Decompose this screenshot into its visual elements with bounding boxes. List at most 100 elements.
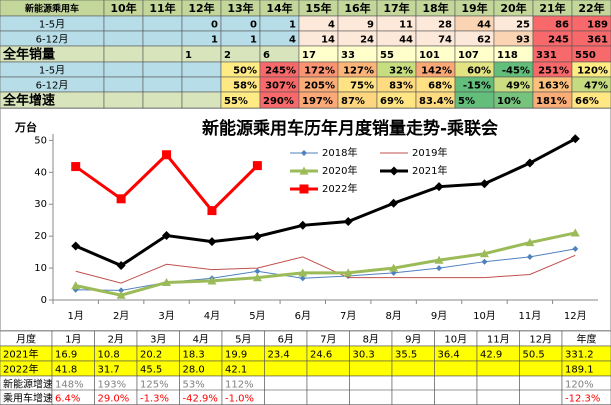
y-tick-label: 40: [34, 167, 47, 178]
cell-text: 49%: [506, 81, 530, 92]
cell-text: 20.2: [140, 350, 162, 361]
cell-text: 172%: [304, 66, 335, 77]
table-cell: [103, 30, 144, 47]
marker: [526, 253, 533, 260]
marker: [162, 231, 172, 241]
marker: [207, 237, 217, 247]
y-tick-label: 20: [34, 231, 47, 242]
x-tick-label: 11月: [519, 310, 542, 322]
cell-text: 10.8: [98, 350, 120, 361]
marker: [299, 275, 306, 282]
table-cell: [391, 389, 435, 405]
cell-text: 31.7: [98, 365, 120, 376]
marker: [570, 228, 580, 237]
cell-text: 42.1: [225, 365, 247, 376]
cell-text: 21年: [539, 1, 565, 15]
cell-text: 12月: [529, 334, 552, 346]
cell-text: 1: [185, 50, 192, 61]
cell-text: 24: [360, 35, 374, 46]
cell-text: 11月: [487, 334, 510, 346]
cell-text: 550: [575, 50, 596, 61]
marker: [162, 150, 172, 160]
marker: [436, 265, 443, 272]
table-cell: [103, 61, 144, 78]
marker: [118, 287, 125, 294]
cell-text: 290%: [263, 96, 294, 107]
table-cell: [142, 30, 183, 47]
cell-text: 142%: [421, 66, 452, 77]
cell-text: 28.0: [183, 365, 205, 376]
cell-text: 331.2: [565, 350, 594, 361]
cell-text: 8月: [363, 334, 379, 346]
table-cell: [264, 375, 308, 392]
cell-text: 19.9: [225, 350, 247, 361]
marker: [572, 245, 579, 252]
cell-text: 50.5: [523, 350, 545, 361]
table-cell: [571, 91, 611, 109]
cell-text: 66%: [575, 96, 599, 107]
x-tick-label: 4月: [204, 310, 220, 322]
marker: [252, 231, 262, 241]
cell-text: 60%: [467, 66, 491, 77]
cell-text: 1月: [65, 334, 81, 346]
cell-text: 50%: [233, 66, 257, 77]
table-cell: [103, 76, 144, 93]
cell-text: 163%: [538, 81, 569, 92]
table-cell: [391, 375, 435, 392]
table-cell: [103, 15, 144, 32]
cell-text: 14: [321, 35, 335, 46]
cell-text: 29.0%: [98, 393, 130, 404]
table-cell: [476, 360, 520, 377]
cell-text: 2022年: [3, 363, 38, 376]
cell-text: 1: [211, 35, 218, 46]
cell-text: 120%: [565, 380, 594, 391]
cell-text: 18.3: [183, 350, 205, 361]
table-cell: [142, 91, 183, 109]
cell-text: 125%: [140, 380, 169, 391]
cell-text: 62: [477, 35, 491, 46]
cell-text: 331: [536, 50, 557, 61]
cell-text: 年度: [577, 333, 597, 346]
marker: [389, 166, 399, 176]
cell-text: 58%: [233, 81, 257, 92]
table-cell: [519, 389, 563, 405]
cell-text: 14年: [266, 1, 292, 15]
marker: [298, 220, 308, 230]
cell-text: 193%: [98, 380, 127, 391]
cell-text: 36.4: [438, 350, 460, 361]
cell-text: -12.3%: [565, 393, 600, 404]
table-cell: [434, 375, 478, 392]
cell-text: 2021年: [3, 348, 38, 361]
cell-text: 22年: [578, 1, 604, 15]
legend-label: 2022年: [322, 182, 357, 195]
marker: [479, 249, 489, 258]
y-tick-label: 10: [34, 263, 47, 274]
cell-text: 205%: [304, 81, 335, 92]
marker: [116, 261, 126, 271]
marker: [71, 281, 81, 290]
cell-text: 15年: [305, 1, 331, 15]
cell-text: 101: [419, 50, 440, 61]
marker: [570, 134, 580, 144]
marker: [434, 182, 444, 192]
cell-text: 87%: [341, 96, 365, 107]
cell-text: 0: [250, 20, 257, 31]
cell-text: 4: [289, 35, 296, 46]
cell-text: 83.4%: [419, 96, 454, 107]
cell-text: 1-5月: [39, 65, 65, 77]
table-cell: [349, 360, 393, 377]
table-cell: [142, 61, 183, 78]
table-cell: [306, 375, 350, 392]
cell-text: 307%: [265, 81, 296, 92]
table-cell: [519, 375, 563, 392]
cell-text: 23.4: [268, 350, 290, 361]
marker: [71, 241, 81, 251]
table-cell: [142, 76, 183, 93]
cell-text: 35.5: [395, 350, 417, 361]
cell-text: 全年增速: [2, 93, 55, 109]
y-tick-label: 0: [41, 295, 47, 306]
x-tick-label: 2月: [113, 310, 129, 322]
marker: [116, 194, 126, 204]
cell-text: 47%: [584, 81, 608, 92]
